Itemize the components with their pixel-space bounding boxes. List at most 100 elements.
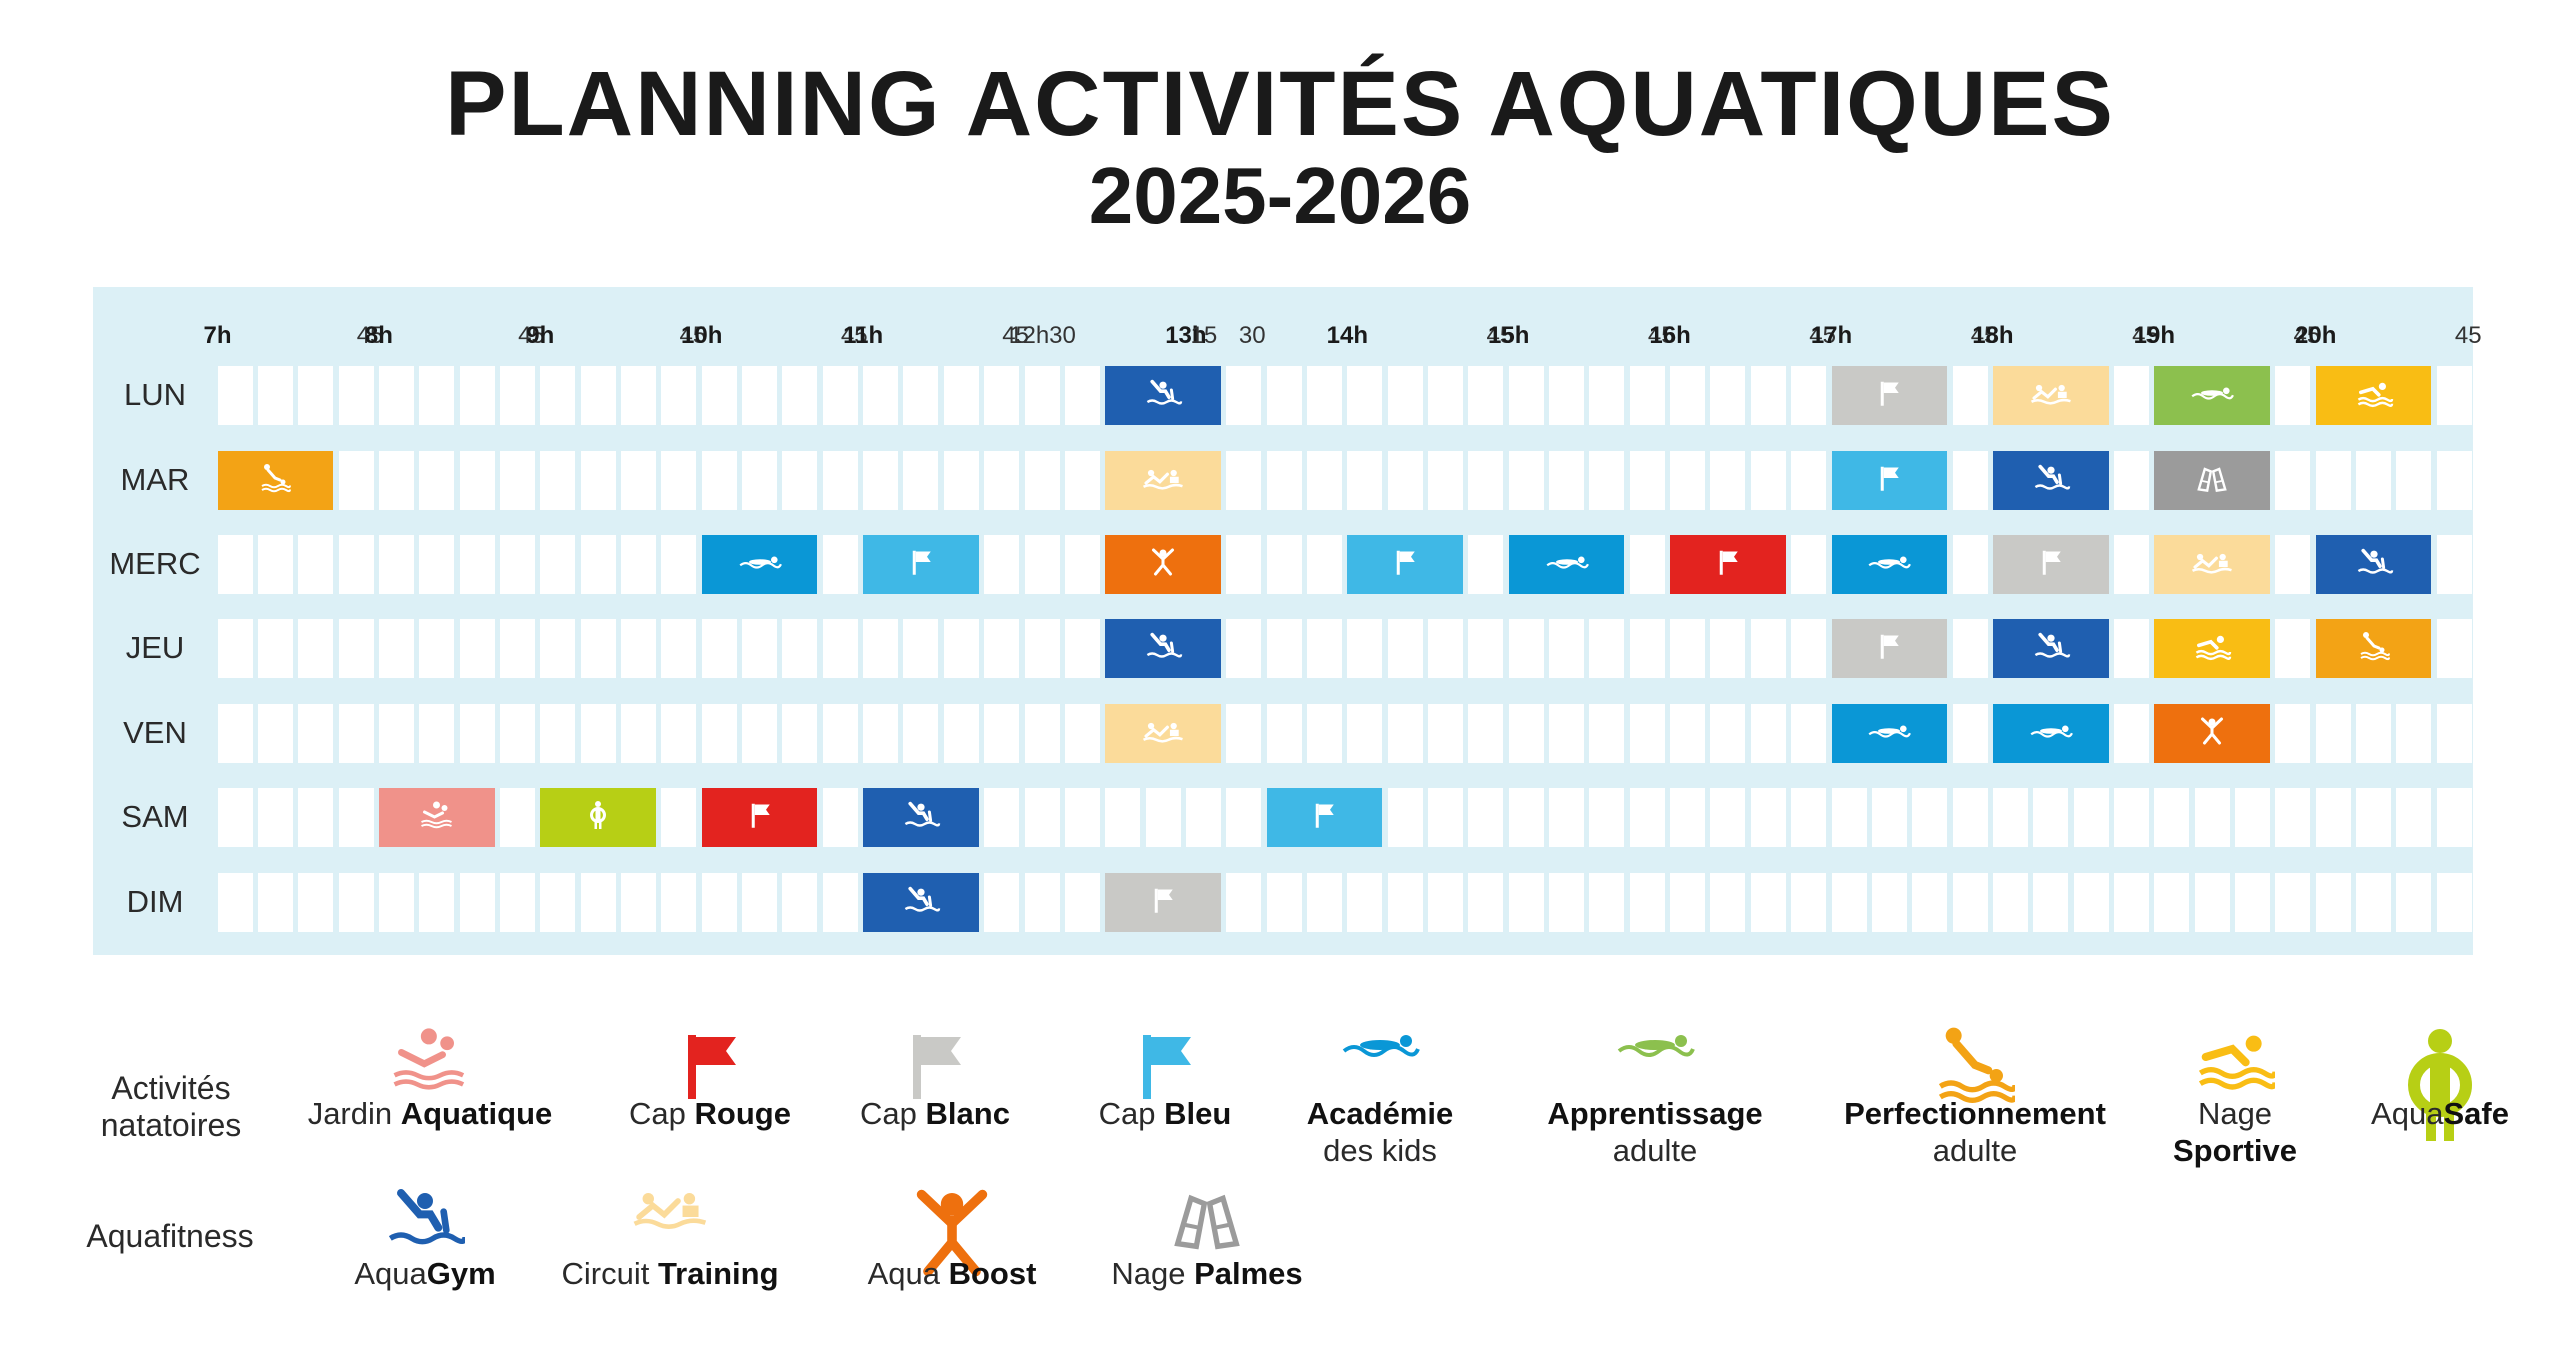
activity-block-aquagym[interactable]: [1105, 365, 1221, 425]
legend-item-aquagym: AquaGym: [275, 1185, 575, 1292]
time-slot-cell: [1952, 450, 1988, 510]
aquagym-icon: [899, 885, 943, 920]
activity-block-apprentissage[interactable]: [2154, 365, 2270, 425]
time-slot-cell: [540, 450, 576, 510]
time-slot-cell: [419, 534, 455, 594]
time-slot-cell: [2073, 872, 2109, 932]
activity-block-palmes[interactable]: [2154, 450, 2270, 510]
activity-block-cap-blanc[interactable]: [1831, 365, 1948, 425]
activity-block-cap-blanc[interactable]: [1105, 872, 1221, 932]
day-label: SAM: [121, 799, 189, 834]
time-slot-cell: [2113, 787, 2149, 847]
time-slot-cell: [661, 787, 697, 847]
activity-block-perfectionnement[interactable]: [2315, 618, 2432, 678]
activity-block-aquagym[interactable]: [863, 787, 979, 847]
time-slot-cell: [2275, 365, 2311, 425]
flag-icon: [1867, 463, 1911, 498]
activity-block-cap-bleu[interactable]: [863, 534, 979, 594]
activity-block-cap-rouge[interactable]: [701, 787, 818, 847]
flag-icon: [1867, 378, 1911, 413]
time-slot-cell: [1589, 872, 1625, 932]
time-label-hour: 19h: [2133, 322, 2175, 349]
time-slot-cell: [1670, 618, 1706, 678]
time-slot-cell: [2315, 450, 2351, 510]
time-slot-cell: [2113, 450, 2149, 510]
flag-icon: [1125, 1025, 1205, 1099]
time-slot-cell: [1468, 618, 1504, 678]
activity-block-circuit[interactable]: [1105, 450, 1221, 510]
activity-block-aquagym[interactable]: [863, 872, 979, 932]
time-label-minute: 15: [1190, 322, 1218, 349]
page-title: PLANNING ACTIVITÉS AQUATIQUES: [445, 53, 2115, 155]
flag-icon: [2029, 547, 2073, 582]
activity-block-cap-rouge[interactable]: [1670, 534, 1786, 594]
time-slot-cell: [1670, 365, 1706, 425]
time-label-hour: 10h: [681, 322, 723, 349]
activity-block-circuit[interactable]: [1105, 703, 1221, 763]
diver-icon: [253, 463, 297, 498]
activity-block-aquagym[interactable]: [1105, 618, 1221, 678]
activity-block-academie[interactable]: [1992, 703, 2109, 763]
activity-block-perfectionnement[interactable]: [217, 450, 334, 510]
time-slot-cell: [1468, 365, 1504, 425]
activity-block-cap-bleu[interactable]: [1266, 787, 1383, 847]
activity-block-boost[interactable]: [2154, 703, 2270, 763]
time-slot-cell: [863, 703, 899, 763]
activity-block-sportive[interactable]: [2315, 365, 2432, 425]
activity-block-jardin[interactable]: [378, 787, 495, 847]
swimmer-wave-icon: [1867, 716, 1912, 751]
time-slot-cell: [1508, 872, 1544, 932]
time-slot-cell: [701, 618, 737, 678]
activity-block-academie[interactable]: [1831, 534, 1948, 594]
time-slot-cell: [459, 450, 495, 510]
time-slot-cell: [1629, 534, 1665, 594]
circuit-training-icon: [2029, 378, 2073, 413]
legend-section-aquafitness: Aquafitness: [86, 1218, 254, 1254]
activity-block-academie[interactable]: [701, 534, 818, 594]
activity-block-circuit[interactable]: [1992, 365, 2109, 425]
time-label-minute: 45: [1647, 322, 1675, 349]
time-slot-cell: [1347, 703, 1383, 763]
time-label-minute: 45: [2132, 322, 2159, 349]
activity-block-aquagym[interactable]: [1992, 618, 2109, 678]
time-slot-cell: [1952, 787, 1988, 847]
time-label-minute: 30: [1238, 322, 1266, 349]
time-slot-cell: [1791, 365, 1827, 425]
activity-block-cap-blanc[interactable]: [1831, 618, 1948, 678]
time-slot-cell: [1428, 787, 1463, 847]
day-label: MERC: [109, 546, 201, 581]
time-slot-cell: [499, 450, 535, 510]
time-slot-cell: [298, 618, 334, 678]
activity-block-academie[interactable]: [1508, 534, 1625, 594]
activity-block-boost[interactable]: [1105, 534, 1221, 594]
time-label-minute: 45: [2293, 322, 2321, 349]
time-slot-cell: [822, 534, 858, 594]
time-slot-cell: [1589, 450, 1625, 510]
time-label-minute: 45: [679, 322, 707, 349]
time-slot-cell: [1024, 872, 1060, 932]
activity-block-cap-blanc[interactable]: [1992, 534, 2109, 594]
time-slot-cell: [1226, 618, 1262, 678]
time-slot-cell: [2436, 787, 2472, 847]
activity-block-aquagym[interactable]: [1992, 450, 2109, 510]
activity-block-cap-bleu[interactable]: [1831, 450, 1948, 510]
time-label-minute: 45: [1809, 322, 1836, 349]
legend-label-normal: adulte: [1612, 1133, 1698, 1169]
flag-icon: [1302, 800, 1346, 835]
activity-block-academie[interactable]: [1831, 703, 1948, 763]
time-slot-cell: [2113, 703, 2149, 763]
swimmer-icon: [2190, 631, 2234, 666]
activity-block-circuit[interactable]: [2154, 534, 2270, 594]
activity-block-sportive[interactable]: [2154, 618, 2270, 678]
time-slot-cell: [943, 365, 979, 425]
activity-block-cap-bleu[interactable]: [1347, 534, 1463, 594]
time-slot-cell: [378, 365, 414, 425]
activity-block-aquasafe[interactable]: [540, 787, 656, 847]
time-slot-cell: [984, 618, 1020, 678]
time-slot-cell: [1831, 787, 1867, 847]
swimmer-icon: [2352, 378, 2396, 413]
swimmer-wave-icon: [1545, 547, 1589, 582]
activity-block-aquagym[interactable]: [2315, 534, 2432, 594]
legend-label-bold: Boost: [948, 1256, 1037, 1291]
legend-item-palmes: Nage Palmes: [1057, 1185, 1357, 1292]
